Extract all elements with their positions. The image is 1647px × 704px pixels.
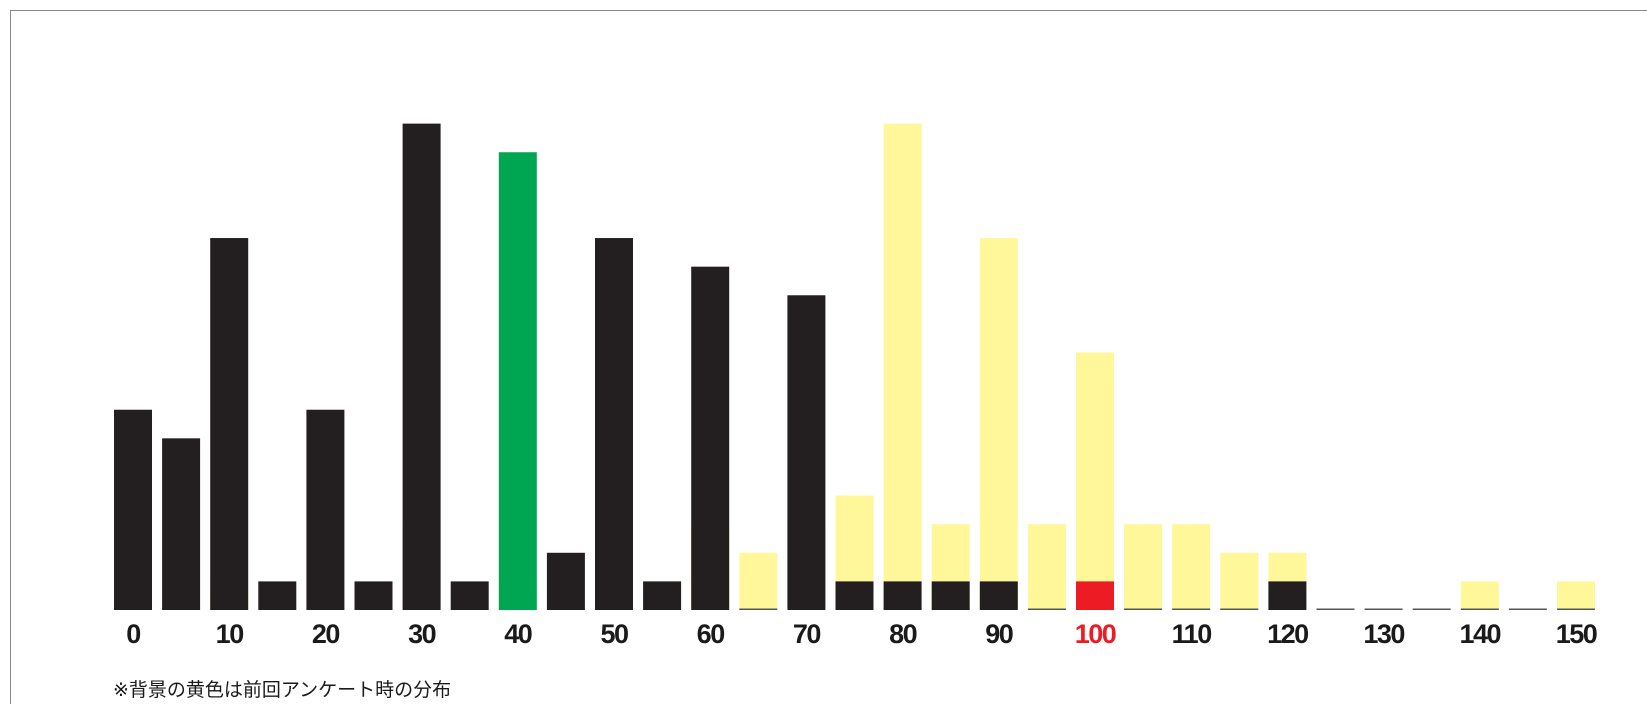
current-bar-50 [595, 238, 633, 611]
previous-bar-65 [739, 552, 778, 610]
current-bar-100 [1076, 581, 1114, 610]
x-tick-label-60: 60 [697, 619, 725, 649]
previous-bar-150 [1557, 581, 1595, 610]
current-bar-105 [1124, 608, 1163, 610]
x-tick-label-50: 50 [600, 619, 628, 649]
x-tick-label-90: 90 [985, 619, 1013, 649]
previous-bar-105 [1124, 524, 1163, 610]
current-bar-60 [691, 266, 730, 610]
previous-bar-110 [1172, 524, 1211, 610]
current-bar-75 [835, 581, 874, 610]
current-bar-140 [1460, 608, 1499, 610]
x-tick-label-110: 110 [1172, 619, 1212, 649]
chart-frame [10, 10, 1647, 704]
current-bar-85 [931, 581, 970, 610]
current-bar-20 [306, 409, 345, 610]
current-bar-45 [546, 552, 585, 610]
previous-bar-80 [883, 123, 922, 610]
current-bar-55 [643, 581, 682, 610]
current-bar-145 [1508, 608, 1547, 610]
previous-bar-95 [1027, 524, 1066, 610]
current-series-bars [114, 123, 1595, 611]
x-tick-label-80: 80 [889, 619, 917, 649]
x-tick-label-150: 150 [1556, 619, 1597, 649]
current-bar-40 [498, 152, 537, 610]
x-tick-label-0: 0 [126, 619, 140, 649]
x-tick-label-100: 100 [1075, 619, 1116, 649]
previous-bar-90 [979, 238, 1018, 611]
previous-bar-115 [1220, 552, 1259, 610]
current-bar-35 [450, 581, 489, 610]
previous-bar-140 [1460, 581, 1499, 610]
current-bar-5 [162, 438, 201, 610]
x-tick-label-140: 140 [1460, 619, 1501, 649]
x-tick-label-20: 20 [312, 619, 340, 649]
current-bar-0 [114, 409, 152, 610]
footnote: ※背景の黄色は前回アンケート時の分布 [113, 679, 452, 701]
current-bar-130 [1364, 608, 1403, 610]
current-bar-80 [883, 581, 922, 610]
current-bar-125 [1316, 608, 1355, 610]
current-bar-30 [402, 123, 441, 610]
current-bar-90 [979, 581, 1018, 610]
x-tick-label-120: 120 [1267, 619, 1308, 649]
current-bar-70 [787, 295, 826, 610]
current-bar-110 [1172, 608, 1211, 610]
x-tick-label-40: 40 [504, 619, 532, 649]
current-bar-10 [210, 238, 249, 611]
previous-bar-100 [1076, 352, 1114, 610]
x-tick-label-70: 70 [793, 619, 821, 649]
current-bar-65 [739, 608, 778, 610]
current-bar-95 [1027, 608, 1066, 610]
x-axis-tick-labels: 0 10 20 30 40 50 60 70 80 90 100 110 120 130 140 150 [126, 619, 1598, 649]
current-bar-120 [1268, 581, 1307, 610]
x-tick-label-10: 10 [216, 619, 244, 649]
current-bar-115 [1220, 608, 1259, 610]
x-tick-label-30: 30 [408, 619, 436, 649]
current-bar-25 [354, 581, 393, 610]
x-tick-label-130: 130 [1363, 619, 1404, 649]
current-bar-135 [1412, 608, 1451, 610]
current-bar-15 [258, 581, 297, 610]
current-bar-150 [1557, 608, 1595, 610]
